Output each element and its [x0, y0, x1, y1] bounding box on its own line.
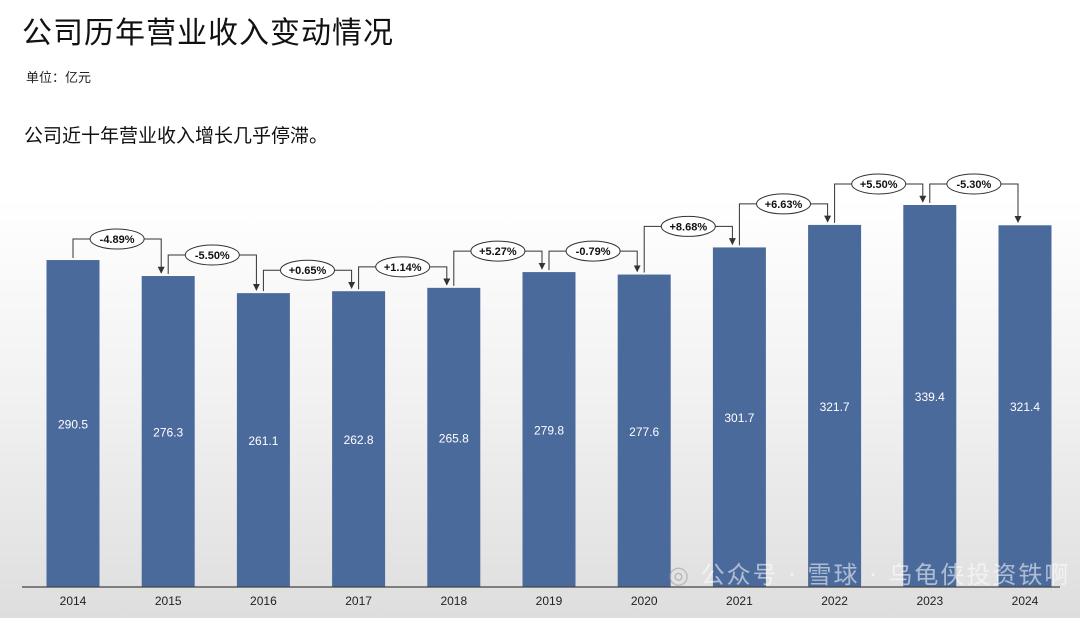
x-tick-label: 2023 [916, 594, 943, 608]
bar-value-label: 321.4 [1010, 400, 1040, 414]
change-oval [470, 240, 526, 262]
bar-2014 [46, 260, 100, 587]
change-label: +1.14% [384, 262, 422, 274]
change-oval [89, 228, 145, 250]
x-tick-label: 2019 [536, 594, 563, 608]
bar-2024 [998, 225, 1052, 587]
change-label: +6.63% [765, 199, 803, 211]
change-label: +5.27% [479, 246, 517, 258]
change-oval [946, 173, 1002, 195]
bar-value-label: 262.8 [344, 433, 374, 447]
change-label: -5.30% [956, 179, 991, 191]
bar-value-label: 276.3 [153, 426, 183, 440]
bar-value-label: 339.4 [915, 390, 945, 404]
bar-value-label: 321.7 [820, 400, 850, 414]
bar-2020 [617, 274, 671, 587]
x-tick-label: 2016 [250, 594, 277, 608]
x-tick-label: 2022 [821, 594, 848, 608]
change-label: +5.50% [860, 179, 898, 191]
x-tick-label: 2021 [726, 594, 753, 608]
bar-value-label: 277.6 [629, 425, 659, 439]
change-oval [184, 244, 240, 266]
change-oval [280, 259, 335, 281]
watermark: ◎ 公众号 · 雪球 · 乌龟侠投资铁啊 [668, 555, 1070, 590]
change-label: +0.65% [289, 265, 327, 277]
bar-2017 [332, 291, 386, 587]
x-tick-label: 2018 [440, 594, 467, 608]
x-tick-label: 2020 [631, 594, 658, 608]
watermark-text: 公众号 · 雪球 · 乌龟侠投资铁啊 [700, 561, 1071, 589]
change-oval [756, 193, 811, 215]
bar-2022 [808, 224, 862, 587]
bar-2016 [236, 293, 290, 587]
change-oval [375, 256, 431, 278]
x-tick-label: 2015 [155, 594, 182, 608]
unit-label: 单位：亿元 [26, 71, 92, 86]
bar-value-label: 279.8 [534, 424, 564, 438]
change-label: -0.79% [576, 246, 611, 258]
bar-2019 [522, 272, 576, 587]
chart-subtitle: 公司近十年营业收入增长几乎停滞。 [24, 125, 329, 147]
bar-value-label: 265.8 [439, 431, 469, 445]
bar-2021 [712, 247, 766, 587]
page-title: 公司历年营业收入变动情况 [22, 16, 394, 51]
bar-value-label: 261.1 [248, 434, 278, 448]
x-tick-label: 2014 [60, 594, 87, 608]
bar-2023 [903, 205, 957, 587]
change-label: -5.50% [195, 250, 230, 262]
change-oval [660, 215, 716, 237]
change-oval [851, 173, 907, 195]
change-label: -4.89% [100, 234, 135, 246]
x-tick-label: 2017 [345, 594, 372, 608]
bar-value-label: 301.7 [724, 411, 754, 425]
x-tick-label: 2024 [1012, 594, 1039, 608]
change-label: +8.68% [669, 221, 707, 233]
bar-value-label: 290.5 [58, 418, 88, 432]
bar-2018 [427, 287, 481, 587]
bar-2015 [141, 276, 195, 587]
change-oval [565, 240, 621, 262]
wechat-icon: ◎ [668, 561, 691, 589]
